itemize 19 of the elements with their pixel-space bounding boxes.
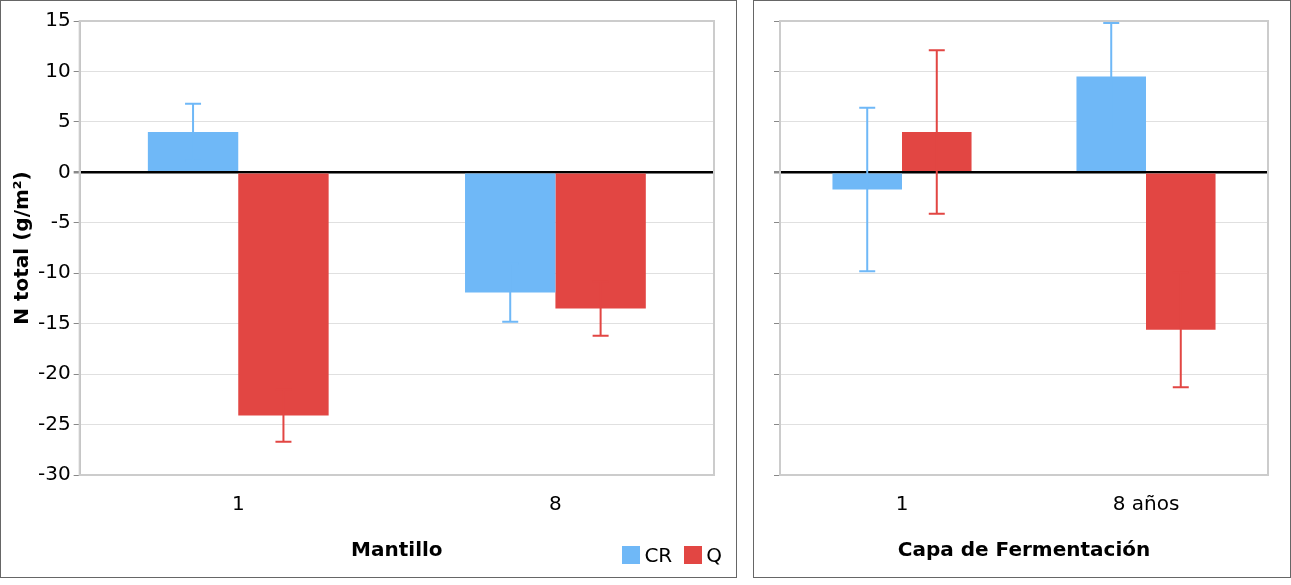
x-axis-title: Mantillo	[351, 537, 443, 562]
y-tick-label: -5	[50, 208, 71, 233]
y-tick-label: -10	[37, 259, 71, 284]
y-tick-label: -15	[37, 309, 71, 334]
legend-label: CR	[644, 543, 673, 567]
y-tick-label: -25	[37, 410, 71, 435]
y-tick-label: 10	[45, 57, 71, 82]
y-axis-title: N total (g/m²)	[9, 171, 34, 325]
x-tick-label: 8 años	[1112, 491, 1180, 516]
y-tick-label: 0	[57, 158, 71, 183]
y-tick-label: -20	[37, 360, 71, 385]
x-tick-label: 1	[231, 491, 245, 516]
legend-label: Q	[706, 543, 722, 567]
x-tick-label: 1	[895, 491, 909, 516]
x-tick-label: 8	[549, 491, 562, 516]
y-tick-label: 5	[57, 108, 71, 133]
x-axis-title: Capa de Fermentación	[897, 537, 1151, 562]
y-tick-label: -30	[37, 461, 71, 486]
y-tick-label: 15	[45, 7, 71, 32]
